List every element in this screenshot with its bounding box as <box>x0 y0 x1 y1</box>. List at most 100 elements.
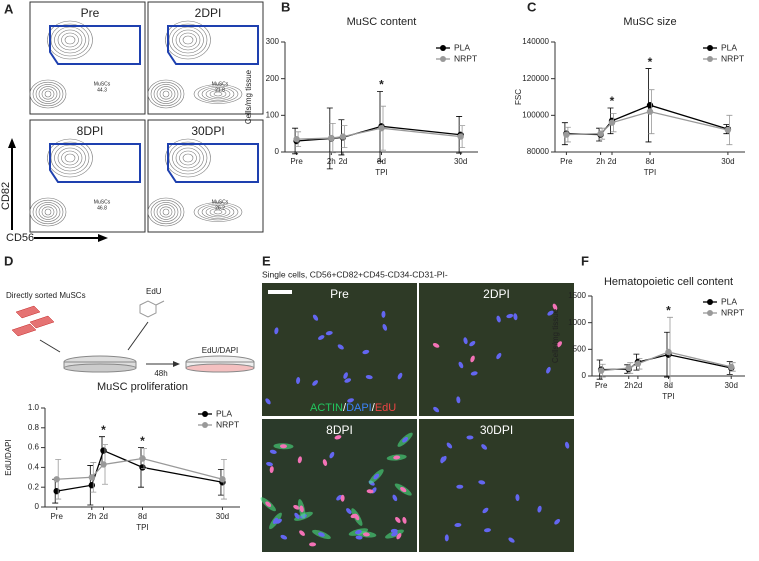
nucleus <box>312 314 319 321</box>
annotation: * <box>648 55 653 69</box>
nucleus <box>362 532 370 537</box>
legend-label: NRPT <box>216 419 239 429</box>
nucleus <box>325 331 333 336</box>
contour <box>209 208 227 216</box>
contour <box>38 86 58 102</box>
arrow-head <box>8 138 16 148</box>
nucleus <box>496 315 501 323</box>
legend-label: NRPT <box>454 53 477 63</box>
nucleus <box>343 372 348 379</box>
contour <box>156 86 176 102</box>
nucleus <box>547 310 554 316</box>
stain: / <box>343 402 347 414</box>
contour <box>175 147 201 169</box>
gate-name: MuSCs <box>94 81 111 87</box>
annotation: * <box>140 434 145 448</box>
legend-label: PLA <box>721 296 737 306</box>
contour <box>32 81 64 107</box>
y-tick-label: 0.2 <box>28 482 40 491</box>
x-tick-label: 2h <box>87 512 96 521</box>
contour <box>35 202 61 222</box>
series-line <box>56 457 223 480</box>
contour <box>201 205 235 219</box>
contour <box>205 88 231 100</box>
point <box>724 126 732 134</box>
nucleus <box>444 534 449 542</box>
point <box>646 102 654 109</box>
nucleus <box>297 456 302 464</box>
image-title: 8DPI <box>326 423 353 437</box>
legend-marker <box>707 299 713 305</box>
contour <box>47 138 93 178</box>
series-line <box>566 104 729 136</box>
nucleus <box>393 455 401 460</box>
molecule-icon <box>139 300 165 318</box>
image-title: Pre <box>330 287 349 301</box>
gate-value: 26.2 <box>215 205 225 211</box>
flow-plot <box>29 119 146 233</box>
point <box>53 487 60 495</box>
chart-title: MuSC proliferation <box>97 381 188 393</box>
nucleus <box>456 396 461 404</box>
contour <box>41 206 55 218</box>
nucleus <box>390 528 398 533</box>
x-tick-label: 30d <box>216 512 229 521</box>
nucleus <box>456 484 464 489</box>
legend-marker <box>202 422 208 428</box>
contour <box>44 90 52 98</box>
legend-label: NRPT <box>721 53 744 63</box>
panel-label: F <box>581 253 589 268</box>
chart-title: MuSC size <box>623 16 676 28</box>
gate-value: 21.8 <box>215 87 225 93</box>
nucleus <box>279 444 287 449</box>
x-tick-label: 30d <box>721 157 734 166</box>
micrograph <box>262 419 417 552</box>
nucleus <box>336 495 343 501</box>
legend-label: PLA <box>216 408 232 418</box>
nucleus <box>454 523 462 528</box>
x-axis-label: TPI <box>375 168 387 177</box>
plot-title: 2DPI <box>195 6 222 20</box>
schematic-text: EdU/DAPI <box>202 346 238 355</box>
point <box>597 367 605 374</box>
legend-marker <box>707 310 713 316</box>
contour <box>153 84 179 104</box>
contour <box>29 197 67 227</box>
nucleus <box>318 335 325 341</box>
nucleus <box>340 494 345 502</box>
point <box>219 476 226 483</box>
nucleus <box>299 530 305 536</box>
nucleus <box>433 406 440 413</box>
nucleus <box>508 537 515 543</box>
caption: Single cells, CD56+CD82+CD45-CD34-CD31-P… <box>262 269 448 279</box>
point <box>597 130 604 137</box>
x-tick-label: 8d <box>646 157 655 166</box>
flow-plot <box>147 1 264 115</box>
x-tick-label: Pre <box>595 381 608 390</box>
x-tick-label: 8d <box>377 157 386 166</box>
nucleus <box>322 459 328 466</box>
micrograph <box>419 419 574 552</box>
nucleus <box>355 535 363 540</box>
x-tick-label: Pre <box>560 157 573 166</box>
contour <box>156 204 176 220</box>
contour <box>193 202 243 222</box>
y-tick-label: 140000 <box>522 37 549 46</box>
contour <box>44 208 52 216</box>
y-tick-label: 0 <box>35 502 40 511</box>
y-tick-label: 1500 <box>568 291 586 300</box>
panel-label: B <box>281 0 290 14</box>
chart-title: Hematopoietic cell content <box>604 276 733 288</box>
x-tick-label: 8d <box>664 381 673 390</box>
point <box>100 447 107 454</box>
point <box>608 119 616 126</box>
x-axis-label: TPI <box>136 523 148 532</box>
point <box>88 474 96 481</box>
flow-plot <box>147 119 264 233</box>
nucleus <box>293 505 300 510</box>
annotation: * <box>666 304 671 318</box>
contour <box>150 81 182 107</box>
x-tick-label: Pre <box>50 512 63 521</box>
axis-label: CD82 <box>0 182 12 210</box>
nucleus <box>552 303 558 311</box>
